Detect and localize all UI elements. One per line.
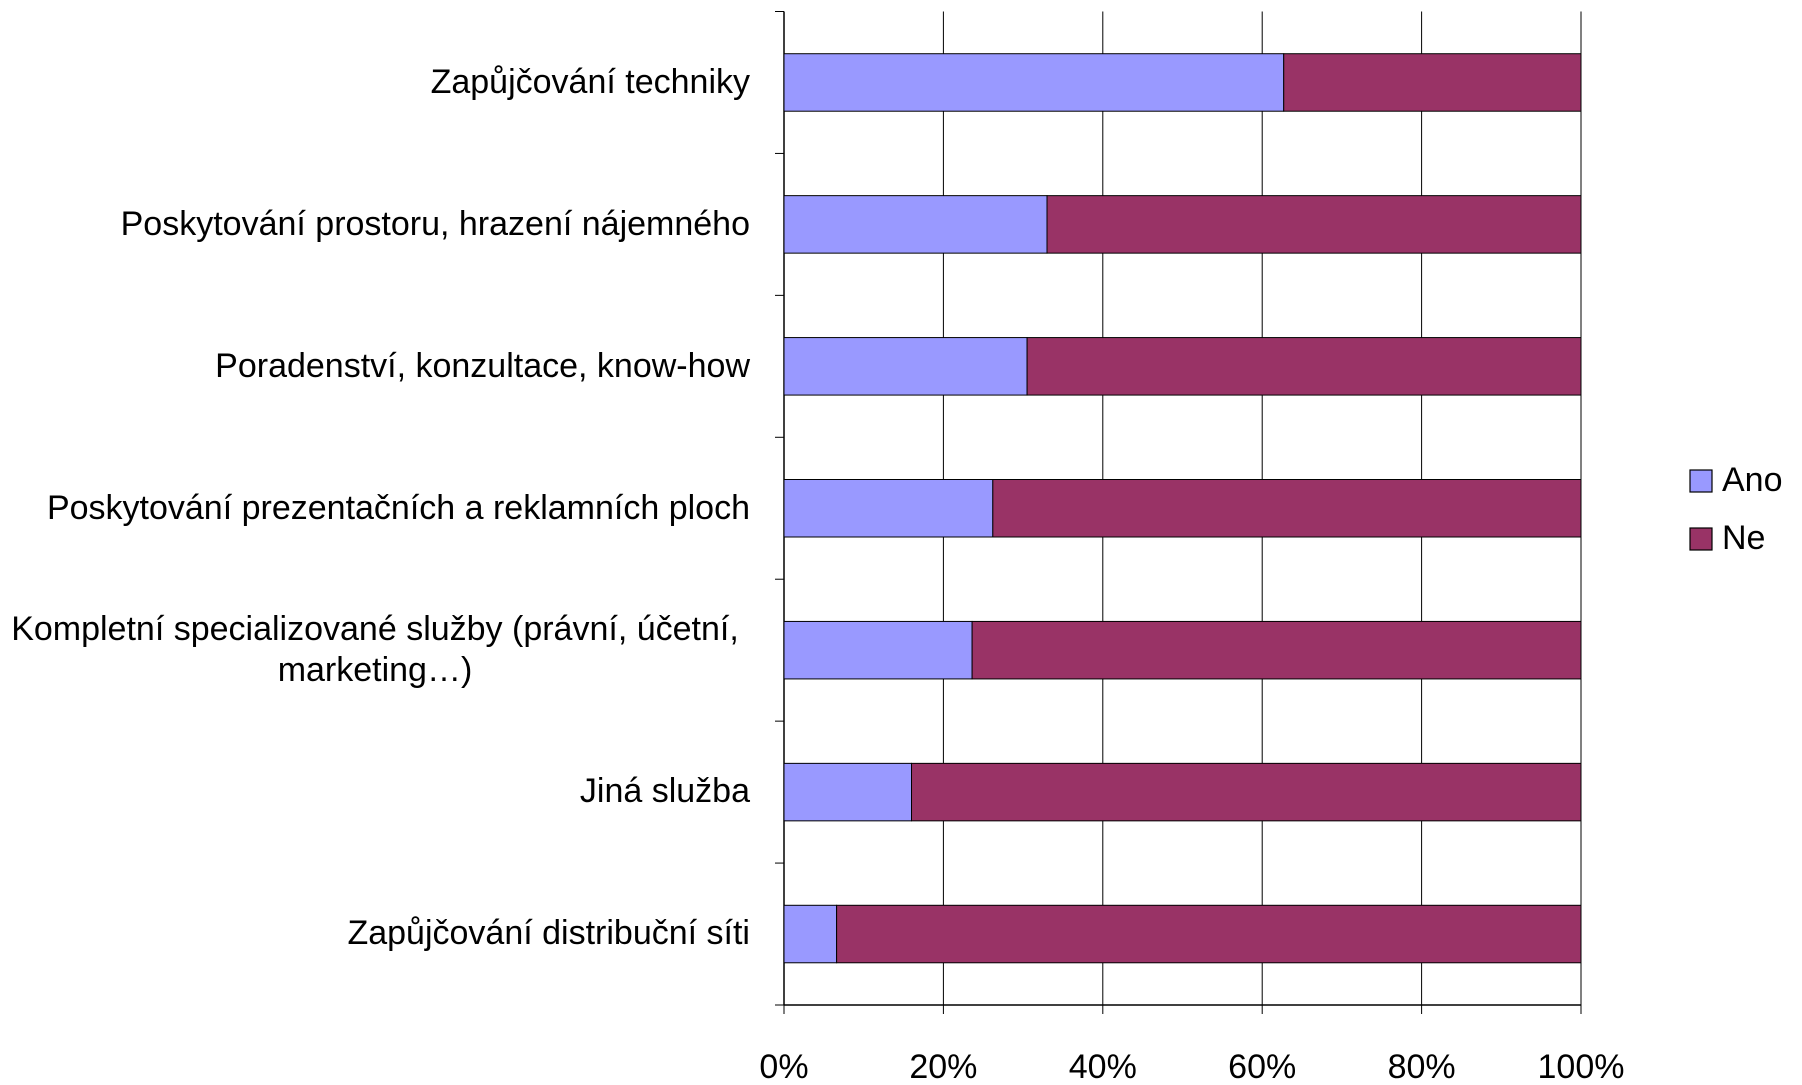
- bar-segment: [783, 337, 1028, 396]
- bar-segment: [992, 479, 1582, 538]
- legend-label: Ne: [1722, 519, 1765, 557]
- bar-segment: [783, 620, 973, 680]
- x-tick-label: 0%: [759, 1048, 808, 1085]
- bar-segment: [783, 53, 1285, 112]
- legend-label: Ano: [1722, 461, 1783, 499]
- category-label-box: Poskytování prostoru, hrazení nájemného: [0, 164, 750, 284]
- category-label: Zapůjčování distribuční síti: [347, 914, 750, 953]
- category-label: Jiná služba: [579, 772, 750, 811]
- category-label-box: Poskytování prezentačních a reklamních p…: [0, 448, 750, 568]
- category-label-box: Kompletní specializované služby (právní,…: [0, 590, 750, 710]
- x-tick-label: 20%: [909, 1048, 977, 1085]
- bar-segment: [1283, 53, 1582, 112]
- legend-swatch: [1689, 527, 1713, 551]
- bar-segment: [783, 904, 838, 964]
- x-tick-label: 60%: [1228, 1048, 1296, 1085]
- bar-segment: [971, 620, 1582, 680]
- category-label: Poskytování prezentačních a reklamních p…: [46, 488, 750, 527]
- x-tick-label: 100%: [1538, 1048, 1625, 1085]
- bar-segment: [1046, 195, 1582, 254]
- category-label-box: Jiná služba: [0, 732, 750, 852]
- x-tick-label: 80%: [1388, 1048, 1456, 1085]
- category-label-box: Zapůjčování distribuční síti: [0, 874, 750, 994]
- bar-segment: [911, 762, 1582, 822]
- bar-segment: [836, 904, 1582, 964]
- category-label-box: Poradenství, konzultace, know-how: [0, 306, 750, 426]
- bar-segment: [1026, 337, 1582, 396]
- category-label: Poskytování prostoru, hrazení nájemného: [120, 204, 750, 243]
- bar-segment: [783, 762, 913, 822]
- category-label: Poradenství, konzultace, know-how: [215, 346, 750, 385]
- bar-segment: [783, 479, 994, 538]
- legend-swatch: [1689, 469, 1713, 493]
- x-tick-label: 40%: [1069, 1048, 1137, 1085]
- category-label-box: Zapůjčování techniky: [0, 22, 750, 142]
- category-label: Zapůjčování techniky: [430, 62, 750, 101]
- bar-segment: [783, 195, 1048, 254]
- category-label: Kompletní specializované služby (právní,…: [11, 609, 739, 690]
